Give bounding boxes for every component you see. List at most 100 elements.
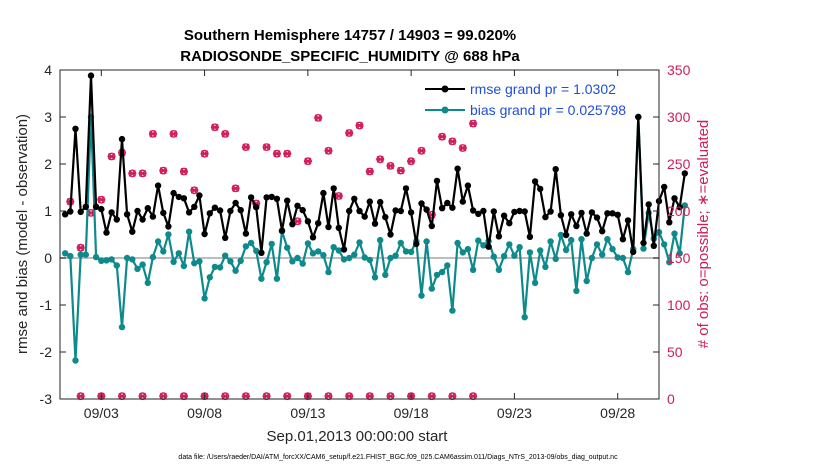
- bias-point: [402, 248, 410, 255]
- rmse-point: [304, 218, 312, 225]
- bias-point: [216, 264, 224, 271]
- bias-point: [330, 244, 337, 251]
- rmse-point: [175, 193, 182, 201]
- bias-point: [397, 239, 404, 247]
- obs-count-marker: [76, 243, 85, 252]
- rmse-point: [413, 240, 420, 248]
- rmse-point: [82, 203, 90, 210]
- y-tick-label: 4: [44, 62, 52, 78]
- bias-point: [315, 248, 322, 255]
- obs-count-marker: [458, 144, 467, 152]
- y-tick-label: -3: [40, 391, 53, 407]
- rmse-point: [630, 248, 637, 256]
- rmse-point: [180, 195, 188, 202]
- obs-count-stroke: [108, 152, 116, 161]
- bias-point: [201, 295, 208, 302]
- bias-point: [356, 239, 363, 246]
- rmse-point: [397, 207, 404, 215]
- rmse-point: [593, 214, 601, 221]
- rmse-point: [232, 199, 239, 207]
- obs-count-stroke: [366, 167, 374, 176]
- bias-point: [160, 248, 167, 255]
- obs-count-stroke: [180, 167, 188, 176]
- bias-point: [521, 314, 528, 321]
- bias-point: [444, 262, 451, 269]
- bias-point: [506, 241, 513, 248]
- bias-point: [531, 279, 539, 287]
- rmse-point: [320, 189, 327, 197]
- y-tick-label: -1: [40, 297, 53, 313]
- y-right-tick-label: 150: [667, 250, 691, 266]
- obs-count-marker: [355, 121, 364, 130]
- obs-count-marker: [107, 152, 116, 161]
- bias-point: [268, 240, 275, 248]
- bias-point: [325, 268, 332, 276]
- rmse-point: [123, 211, 131, 218]
- bias-point: [459, 249, 466, 256]
- obs-count-stroke: [242, 143, 250, 151]
- obs-count-marker: [407, 157, 416, 166]
- obs-count-marker: [190, 186, 199, 195]
- rmse-point: [330, 185, 337, 192]
- obs-count-marker: [179, 392, 188, 401]
- rmse-point: [671, 195, 678, 202]
- bias-point: [676, 250, 683, 257]
- legend-rmse-marker: [441, 85, 449, 93]
- obs-count-marker: [262, 143, 271, 152]
- obs-count-marker: [324, 146, 333, 155]
- rmse-point: [568, 211, 575, 218]
- y-tick-label: 3: [44, 109, 52, 125]
- bias-point: [273, 275, 281, 282]
- obs-count-stroke: [459, 144, 467, 152]
- bias-point: [495, 266, 503, 273]
- plot-frame: [59, 69, 660, 400]
- bias-point: [578, 236, 585, 243]
- y-right-tick-label: 50: [667, 344, 683, 360]
- x-tick-label: 09/03: [84, 405, 119, 421]
- x-tick-label: 09/23: [497, 405, 532, 421]
- x-tick-label: 09/28: [600, 405, 635, 421]
- rmse-point: [315, 220, 322, 227]
- rmse-point: [387, 231, 394, 238]
- rmse-point: [211, 204, 219, 211]
- rmse-point: [237, 206, 244, 214]
- rmse-point: [154, 182, 162, 189]
- bias-point: [92, 253, 100, 261]
- rmse-point: [490, 208, 497, 215]
- right-axis-ticks: 0 50 100 150 200 250 300 350: [653, 62, 691, 407]
- obs-count-marker: [241, 392, 250, 401]
- x-axis-ticks: 09/03 09/08 09/13 09/18 09/23 09/28: [84, 70, 635, 421]
- bias-point: [175, 250, 182, 257]
- obs-count-marker: [159, 392, 168, 401]
- bias-point: [640, 245, 647, 252]
- bias-point: [614, 254, 621, 261]
- bias-point: [123, 254, 131, 262]
- y-right-tick-label: 300: [667, 109, 691, 125]
- rmse-point: [588, 209, 596, 216]
- rmse-point: [382, 213, 389, 221]
- rmse-point: [185, 209, 193, 216]
- obs-count-stroke: [221, 130, 229, 138]
- bias-point: [247, 239, 255, 247]
- rmse-point: [273, 195, 281, 202]
- bias-point: [428, 285, 435, 292]
- obs-count-stroke: [417, 147, 426, 155]
- obs-count-stroke: [87, 209, 95, 217]
- rmse-point: [366, 198, 373, 205]
- rmse-point: [289, 221, 296, 228]
- rmse-point: [263, 194, 270, 201]
- bias-point: [108, 256, 115, 263]
- rmse-point: [294, 202, 301, 209]
- rmse-point: [449, 204, 456, 211]
- bias-point: [237, 257, 244, 264]
- obs-count-marker: [365, 167, 374, 176]
- bias-point: [263, 259, 270, 266]
- bias-point: [407, 248, 415, 256]
- obs-count-marker: [221, 129, 230, 138]
- rmse-point: [557, 212, 565, 219]
- obs-count-marker: [200, 149, 209, 158]
- obs-count-stroke: [77, 244, 85, 252]
- bias-point: [423, 238, 430, 245]
- bias-point: [154, 238, 162, 245]
- rmse-point: [511, 208, 518, 216]
